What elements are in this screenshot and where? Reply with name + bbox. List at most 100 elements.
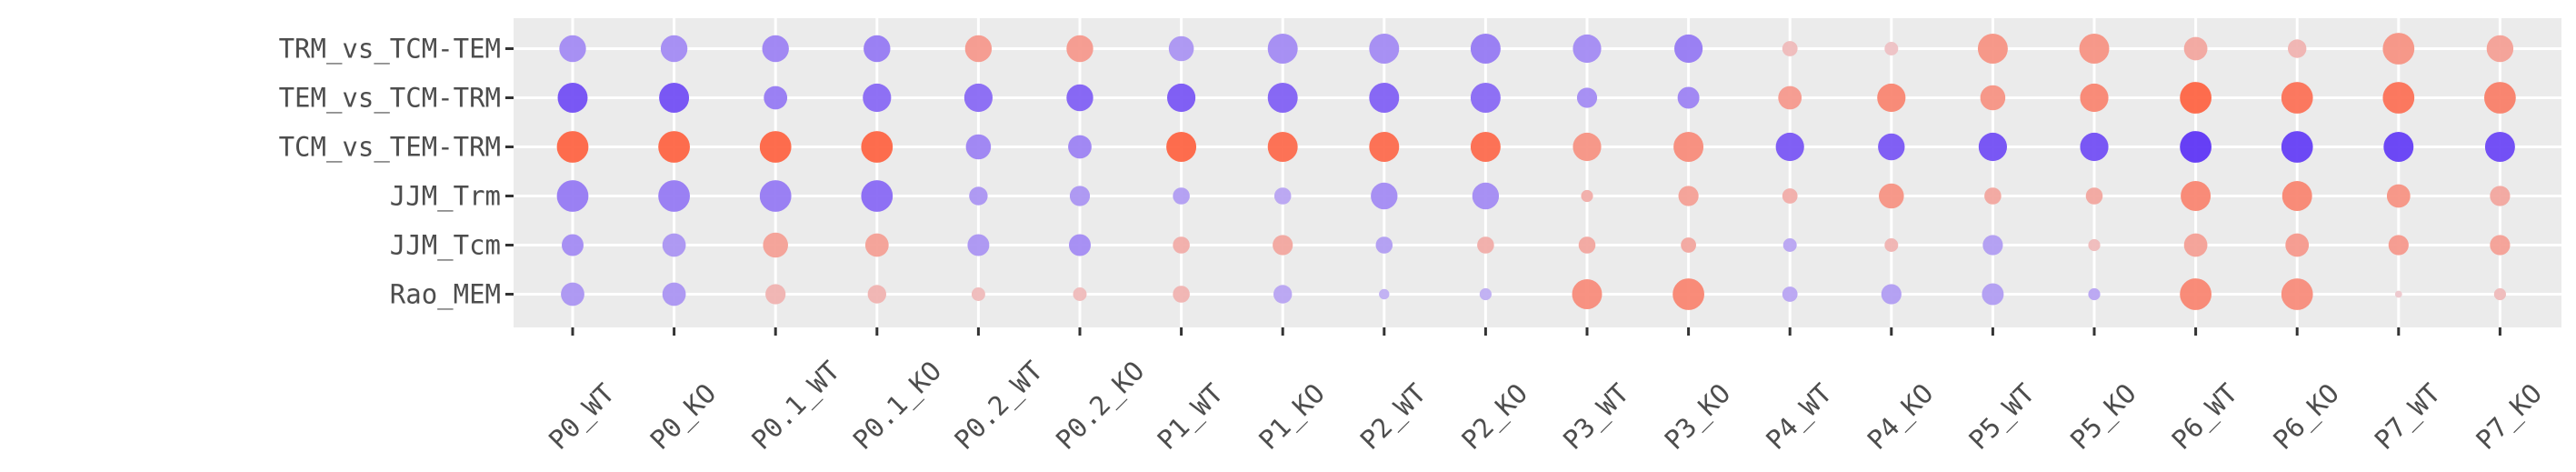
data-point — [2382, 82, 2415, 114]
data-point — [2281, 278, 2313, 310]
data-point — [1775, 132, 1804, 162]
data-point — [864, 35, 891, 63]
data-points — [556, 33, 2516, 310]
data-point — [1369, 83, 1400, 113]
x-tick-label: P4_WT — [1760, 377, 1838, 456]
data-point — [1479, 287, 1492, 301]
data-point — [1673, 132, 1704, 162]
data-point — [2080, 83, 2109, 113]
data-point — [2181, 181, 2212, 211]
data-point — [1984, 187, 2002, 205]
data-point — [1879, 183, 1904, 209]
x-tick-label: P0.1_WT — [745, 355, 846, 456]
grid-lines — [514, 18, 2561, 327]
data-point — [1978, 132, 2007, 162]
data-point — [662, 233, 686, 257]
data-point — [1572, 279, 1603, 309]
data-point — [1782, 286, 1798, 302]
data-point — [1073, 287, 1087, 301]
x-axis: P0_WT P0_KO P0.1_WT P0.1_KO P0.2_WT P0.2_KO P1… — [543, 327, 2549, 457]
data-point — [556, 131, 589, 163]
data-point — [2288, 39, 2307, 58]
data-point — [964, 35, 993, 63]
data-point — [759, 131, 792, 163]
data-point — [1881, 284, 1902, 305]
data-point — [1681, 237, 1696, 253]
data-point — [2281, 181, 2312, 211]
data-point — [1782, 41, 1798, 56]
data-point — [1677, 86, 1700, 109]
data-point — [1173, 236, 1190, 254]
data-point — [1672, 278, 1704, 310]
data-point — [659, 83, 690, 113]
data-point — [1066, 35, 1093, 63]
data-point — [1066, 84, 1093, 112]
data-point — [1167, 83, 1196, 113]
data-point — [662, 282, 686, 306]
data-point — [1369, 132, 1400, 162]
data-point — [1977, 34, 2008, 64]
x-tick-label: P0_WT — [543, 377, 621, 456]
data-point — [1581, 189, 1593, 203]
y-axis: TRM_vs_TCM-TEM TEM_vs_TCM-TRM TCM_vs_TEM-T… — [279, 34, 514, 311]
data-point — [2383, 132, 2414, 162]
data-point — [2382, 33, 2415, 65]
data-point — [1168, 35, 1194, 62]
data-point — [556, 180, 589, 212]
data-point — [658, 180, 690, 212]
x-tick-label: P5_WT — [1962, 377, 2041, 456]
data-point — [1267, 83, 1298, 113]
data-point — [967, 234, 990, 256]
data-point — [1173, 187, 1190, 205]
data-point — [2079, 34, 2110, 64]
y-tick-label: Rao_MEM — [390, 279, 501, 311]
x-tick-label: P7_WT — [2369, 377, 2447, 456]
data-point — [2493, 287, 2506, 301]
data-point — [2183, 36, 2208, 61]
data-point — [658, 131, 690, 163]
data-point — [867, 285, 886, 304]
data-point — [864, 233, 889, 257]
data-point — [2281, 131, 2313, 163]
x-tick-label: P3_KO — [1659, 377, 1737, 456]
data-point — [2285, 233, 2310, 257]
data-point — [969, 186, 988, 206]
data-point — [1369, 34, 1400, 64]
data-point — [2281, 82, 2313, 114]
data-point — [964, 83, 993, 113]
data-point — [1375, 236, 1393, 254]
x-tick-label: P0_KO — [644, 377, 723, 456]
data-point — [2490, 186, 2511, 206]
data-point — [2486, 35, 2514, 63]
data-point — [1069, 234, 1091, 256]
data-point — [1267, 132, 1298, 162]
data-point — [562, 234, 584, 256]
data-point — [1273, 285, 1293, 304]
data-point — [2088, 287, 2101, 301]
data-point — [2386, 184, 2411, 208]
data-point — [557, 83, 588, 113]
data-point — [764, 85, 788, 110]
data-point — [1273, 235, 1293, 256]
data-point — [1982, 235, 2003, 256]
data-point — [863, 83, 892, 113]
data-point — [2180, 278, 2212, 310]
data-point — [2183, 233, 2208, 257]
data-point — [1573, 34, 1602, 64]
data-point — [1576, 87, 1598, 108]
data-point — [763, 232, 788, 258]
data-point — [1982, 283, 2004, 306]
y-tick-label: TCM_vs_TEM-TRM — [279, 132, 501, 164]
x-tick-label: P5_KO — [2064, 377, 2142, 456]
data-point — [2490, 235, 2511, 256]
x-tick-label: P6_KO — [2267, 377, 2345, 456]
data-point — [559, 35, 586, 63]
data-point — [1173, 286, 1190, 303]
x-tick-label: P1_KO — [1253, 377, 1331, 456]
data-point — [1884, 238, 1899, 252]
data-point — [1470, 132, 1501, 162]
data-point — [765, 284, 786, 305]
y-tick-label: JJM_Trm — [390, 181, 501, 213]
data-point — [1371, 182, 1398, 210]
data-point — [1267, 34, 1298, 64]
